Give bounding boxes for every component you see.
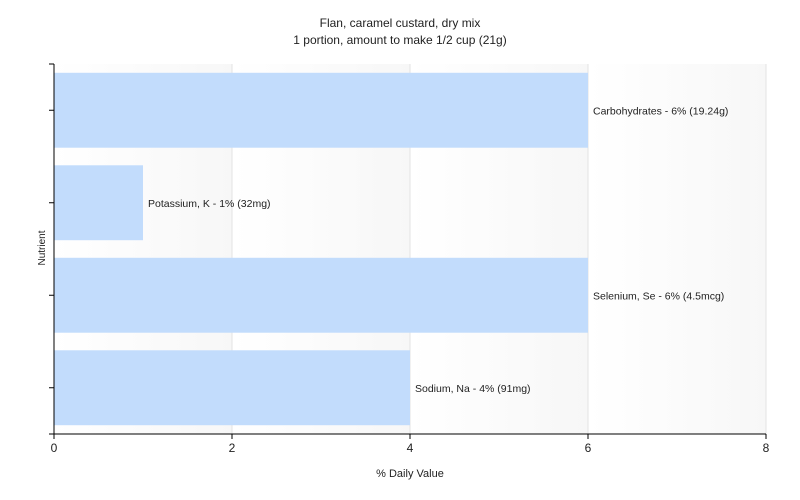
bar-labels: Carbohydrates - 6% (19.24g) Potassium, K … [148,105,728,395]
bar [54,350,410,426]
x-tick-label: 4 [407,441,414,455]
background-band [588,64,766,434]
bars [54,72,588,426]
x-tick-label: 2 [229,441,236,455]
bar [54,165,143,241]
bar-data-label: Sodium, Na - 4% (91mg) [415,383,531,395]
axes: 0 2 4 6 8 [49,63,770,455]
bar-data-label: Potassium, K - 1% (32mg) [148,198,271,210]
bar [54,72,588,148]
x-tick-label: 6 [585,441,592,455]
y-axis-label: Nutrient [37,230,48,265]
chart-subtitle: 1 portion, amount to make 1/2 cup (21g) [293,33,507,47]
chart-title: Flan, caramel custard, dry mix [319,16,481,30]
x-tick-label: 8 [763,441,770,455]
bar [54,257,588,333]
bar-data-label: Carbohydrates - 6% (19.24g) [593,105,728,117]
x-tick-label: 0 [51,441,58,455]
bar-data-label: Selenium, Se - 6% (4.5mcg) [593,290,724,302]
x-axis-label: % Daily Value [376,468,444,480]
